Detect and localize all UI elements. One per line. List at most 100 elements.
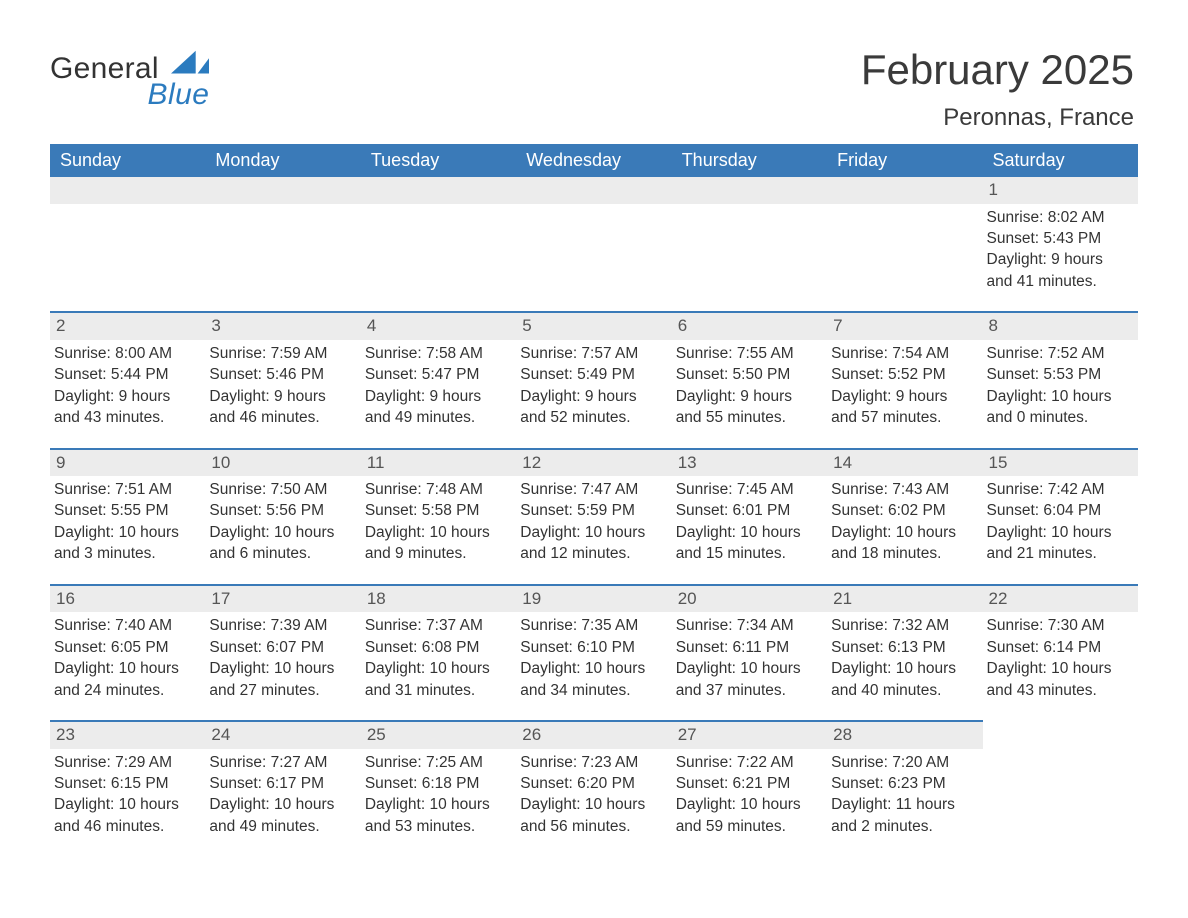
day-daylight1-text: Daylight: 10 hours xyxy=(520,795,667,815)
day-number-bar: 28 xyxy=(827,720,982,748)
logo-main-text: General xyxy=(50,52,159,85)
day-number-bar: 25 xyxy=(361,720,516,748)
day-number-bar: 1 xyxy=(983,177,1138,203)
day-daylight2-text: and 27 minutes. xyxy=(209,681,356,701)
day-sunset-text: Sunset: 6:15 PM xyxy=(54,774,201,794)
day-cell-body: Sunrise: 7:58 AMSunset: 5:47 PMDaylight:… xyxy=(361,340,516,429)
day-cell-body: Sunrise: 7:34 AMSunset: 6:11 PMDaylight:… xyxy=(672,612,827,701)
day-sunset-text: Sunset: 5:53 PM xyxy=(987,365,1134,385)
day-cell-body xyxy=(361,204,516,208)
day-daylight2-text: and 52 minutes. xyxy=(520,408,667,428)
day-daylight2-text: and 15 minutes. xyxy=(676,544,823,564)
calendar-day-cell: 20Sunrise: 7:34 AMSunset: 6:11 PMDayligh… xyxy=(672,584,827,720)
day-cell-body: Sunrise: 7:43 AMSunset: 6:02 PMDaylight:… xyxy=(827,476,982,565)
day-sunrise-text: Sunrise: 7:47 AM xyxy=(520,480,667,500)
day-daylight1-text: Daylight: 10 hours xyxy=(831,659,978,679)
day-sunset-text: Sunset: 6:07 PM xyxy=(209,638,356,658)
day-daylight2-text: and 59 minutes. xyxy=(676,817,823,837)
day-daylight2-text: and 9 minutes. xyxy=(365,544,512,564)
day-daylight1-text: Daylight: 10 hours xyxy=(209,659,356,679)
calendar-day-cell: 6Sunrise: 7:55 AMSunset: 5:50 PMDaylight… xyxy=(672,311,827,447)
day-daylight1-text: Daylight: 9 hours xyxy=(831,387,978,407)
calendar-day-cell: 8Sunrise: 7:52 AMSunset: 5:53 PMDaylight… xyxy=(983,311,1138,447)
day-sunrise-text: Sunrise: 7:54 AM xyxy=(831,344,978,364)
day-sunrise-text: Sunrise: 7:42 AM xyxy=(987,480,1134,500)
day-sunset-text: Sunset: 5:59 PM xyxy=(520,501,667,521)
day-number-bar: 3 xyxy=(205,311,360,339)
day-sunset-text: Sunset: 6:18 PM xyxy=(365,774,512,794)
day-sunset-text: Sunset: 5:52 PM xyxy=(831,365,978,385)
day-sunrise-text: Sunrise: 7:23 AM xyxy=(520,753,667,773)
day-sunset-text: Sunset: 6:20 PM xyxy=(520,774,667,794)
calendar-day-cell: 11Sunrise: 7:48 AMSunset: 5:58 PMDayligh… xyxy=(361,448,516,584)
day-daylight1-text: Daylight: 10 hours xyxy=(987,659,1134,679)
day-number-bar: 14 xyxy=(827,448,982,476)
day-number-bar: 16 xyxy=(50,584,205,612)
day-daylight1-text: Daylight: 10 hours xyxy=(520,659,667,679)
day-sunrise-text: Sunrise: 7:25 AM xyxy=(365,753,512,773)
day-cell-body: Sunrise: 7:37 AMSunset: 6:08 PMDaylight:… xyxy=(361,612,516,701)
day-cell-body: Sunrise: 8:00 AMSunset: 5:44 PMDaylight:… xyxy=(50,340,205,429)
day-sunrise-text: Sunrise: 7:30 AM xyxy=(987,616,1134,636)
calendar-day-cell xyxy=(50,177,205,311)
day-sunrise-text: Sunrise: 7:22 AM xyxy=(676,753,823,773)
day-sunset-text: Sunset: 5:56 PM xyxy=(209,501,356,521)
day-cell-body: Sunrise: 7:30 AMSunset: 6:14 PMDaylight:… xyxy=(983,612,1138,701)
day-daylight2-text: and 2 minutes. xyxy=(831,817,978,837)
day-cell-body: Sunrise: 7:47 AMSunset: 5:59 PMDaylight:… xyxy=(516,476,671,565)
day-number-bar xyxy=(361,177,516,203)
day-daylight1-text: Daylight: 9 hours xyxy=(520,387,667,407)
weekday-header: Monday xyxy=(205,144,360,177)
day-daylight2-text: and 18 minutes. xyxy=(831,544,978,564)
calendar-day-cell: 16Sunrise: 7:40 AMSunset: 6:05 PMDayligh… xyxy=(50,584,205,720)
day-daylight2-text: and 56 minutes. xyxy=(520,817,667,837)
day-cell-body: Sunrise: 7:27 AMSunset: 6:17 PMDaylight:… xyxy=(205,749,360,838)
day-sunset-text: Sunset: 5:58 PM xyxy=(365,501,512,521)
calendar-day-cell: 17Sunrise: 7:39 AMSunset: 6:07 PMDayligh… xyxy=(205,584,360,720)
day-daylight1-text: Daylight: 10 hours xyxy=(209,523,356,543)
day-cell-body xyxy=(672,204,827,208)
day-daylight2-text: and 37 minutes. xyxy=(676,681,823,701)
day-daylight1-text: Daylight: 10 hours xyxy=(365,659,512,679)
day-number-bar: 22 xyxy=(983,584,1138,612)
day-number-bar xyxy=(50,177,205,203)
calendar-day-cell: 12Sunrise: 7:47 AMSunset: 5:59 PMDayligh… xyxy=(516,448,671,584)
calendar-day-cell: 14Sunrise: 7:43 AMSunset: 6:02 PMDayligh… xyxy=(827,448,982,584)
day-number-bar: 23 xyxy=(50,720,205,748)
day-cell-body: Sunrise: 7:50 AMSunset: 5:56 PMDaylight:… xyxy=(205,476,360,565)
logo: General Blue xyxy=(50,48,209,112)
calendar-day-cell: 24Sunrise: 7:27 AMSunset: 6:17 PMDayligh… xyxy=(205,720,360,856)
day-sunset-text: Sunset: 5:49 PM xyxy=(520,365,667,385)
calendar-day-cell: 23Sunrise: 7:29 AMSunset: 6:15 PMDayligh… xyxy=(50,720,205,856)
day-sunrise-text: Sunrise: 7:48 AM xyxy=(365,480,512,500)
day-number-bar xyxy=(827,177,982,203)
day-daylight1-text: Daylight: 10 hours xyxy=(54,659,201,679)
day-number-bar: 5 xyxy=(516,311,671,339)
calendar-day-cell: 18Sunrise: 7:37 AMSunset: 6:08 PMDayligh… xyxy=(361,584,516,720)
day-daylight1-text: Daylight: 10 hours xyxy=(987,523,1134,543)
calendar-table: SundayMondayTuesdayWednesdayThursdayFrid… xyxy=(50,144,1138,856)
day-number-bar xyxy=(516,177,671,203)
calendar-day-cell xyxy=(205,177,360,311)
weekday-header: Sunday xyxy=(50,144,205,177)
day-cell-body: Sunrise: 7:40 AMSunset: 6:05 PMDaylight:… xyxy=(50,612,205,701)
day-daylight1-text: Daylight: 9 hours xyxy=(676,387,823,407)
day-cell-body: Sunrise: 7:59 AMSunset: 5:46 PMDaylight:… xyxy=(205,340,360,429)
day-cell-body: Sunrise: 7:57 AMSunset: 5:49 PMDaylight:… xyxy=(516,340,671,429)
day-number-bar: 2 xyxy=(50,311,205,339)
calendar-week-row: 9Sunrise: 7:51 AMSunset: 5:55 PMDaylight… xyxy=(50,448,1138,584)
day-cell-body: Sunrise: 7:25 AMSunset: 6:18 PMDaylight:… xyxy=(361,749,516,838)
calendar-body: 1Sunrise: 8:02 AMSunset: 5:43 PMDaylight… xyxy=(50,177,1138,856)
day-cell-body: Sunrise: 7:32 AMSunset: 6:13 PMDaylight:… xyxy=(827,612,982,701)
day-sunset-text: Sunset: 5:44 PM xyxy=(54,365,201,385)
day-cell-body: Sunrise: 7:45 AMSunset: 6:01 PMDaylight:… xyxy=(672,476,827,565)
day-cell-body: Sunrise: 7:55 AMSunset: 5:50 PMDaylight:… xyxy=(672,340,827,429)
calendar-day-cell xyxy=(672,177,827,311)
day-sunrise-text: Sunrise: 7:55 AM xyxy=(676,344,823,364)
calendar-week-row: 23Sunrise: 7:29 AMSunset: 6:15 PMDayligh… xyxy=(50,720,1138,856)
day-number-bar: 24 xyxy=(205,720,360,748)
day-sunset-text: Sunset: 6:10 PM xyxy=(520,638,667,658)
day-daylight2-text: and 49 minutes. xyxy=(365,408,512,428)
day-daylight2-text: and 57 minutes. xyxy=(831,408,978,428)
calendar-day-cell: 15Sunrise: 7:42 AMSunset: 6:04 PMDayligh… xyxy=(983,448,1138,584)
